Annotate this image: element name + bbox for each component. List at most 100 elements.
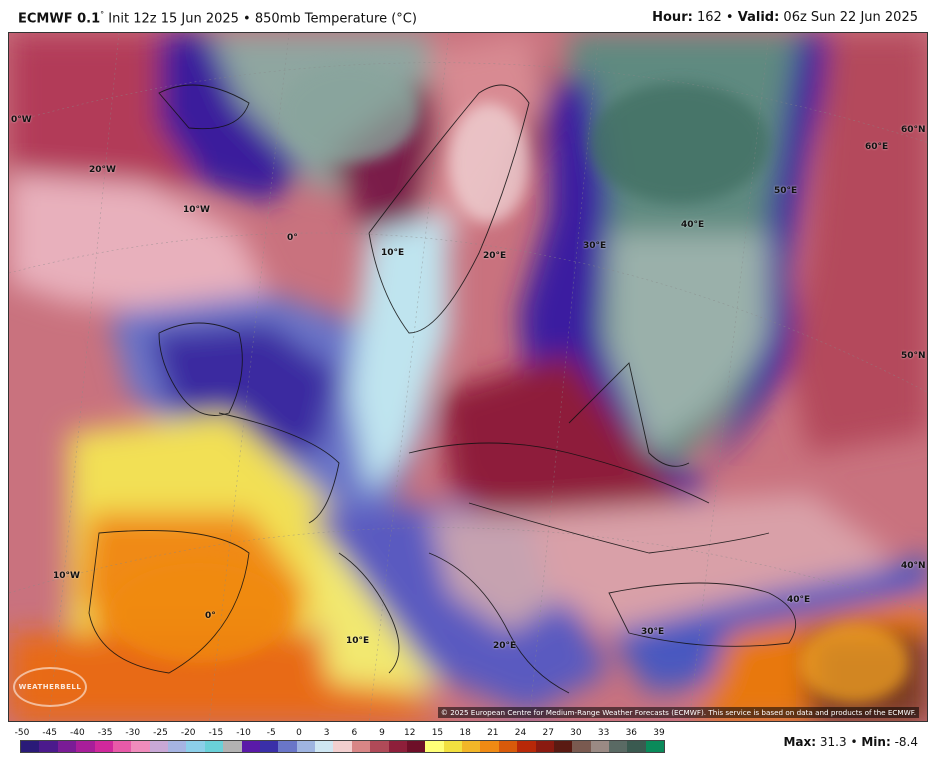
legend-tick: 9 xyxy=(379,728,385,738)
legend-swatch xyxy=(39,741,58,752)
legend-tick: -5 xyxy=(266,728,276,738)
legend-swatch xyxy=(241,741,260,752)
degree-mark: ° xyxy=(100,10,105,19)
legend-swatch xyxy=(278,741,297,752)
legend-tick: 15 xyxy=(431,728,444,738)
legend-colorbar xyxy=(20,740,665,753)
legend-tick: 3 xyxy=(323,728,330,738)
hour-value: 162 xyxy=(696,10,722,25)
lon-label-20e-south: 20°E xyxy=(493,641,517,651)
valid-label: Valid: xyxy=(737,10,780,25)
legend-swatch xyxy=(627,741,646,752)
legend-swatch xyxy=(333,741,352,752)
legend-swatch xyxy=(388,741,407,752)
lat-label-50n: 50°N xyxy=(901,351,926,361)
legend-swatch xyxy=(21,741,40,752)
lon-label-0w-edge: 0°W xyxy=(11,115,32,125)
legend-tick: -35 xyxy=(97,728,113,738)
copyright-notice: © 2025 European Centre for Medium-Range … xyxy=(437,707,919,718)
legend-swatch xyxy=(186,741,205,752)
legend-tick: 21 xyxy=(487,728,499,738)
init-time: Init 12z 15 Jun 2025 xyxy=(108,11,239,27)
legend-swatch xyxy=(425,741,444,752)
legend-swatch xyxy=(443,741,462,752)
legend-tick: 33 xyxy=(597,728,610,738)
weatherbell-logo: WEATHERBELL xyxy=(13,667,87,707)
max-label: Max: xyxy=(783,735,817,749)
legend-tick: -50 xyxy=(14,728,30,738)
legend-swatch xyxy=(406,741,426,752)
legend-tick: 12 xyxy=(404,728,416,738)
legend-tick: 27 xyxy=(542,728,554,738)
lon-label-20e-north: 20°E xyxy=(483,251,507,261)
map-field xyxy=(9,33,927,721)
legend-swatch xyxy=(259,741,279,752)
legend-swatch xyxy=(112,741,132,752)
legend-swatch xyxy=(572,741,591,752)
legend-swatch xyxy=(462,741,481,752)
legend-swatch xyxy=(517,741,536,752)
lon-label-40e: 40°E xyxy=(681,220,705,230)
lon-label-10e-south: 10°E xyxy=(346,636,370,646)
legend-tick: 18 xyxy=(459,728,471,738)
lon-label-30e-south: 30°E xyxy=(641,627,665,637)
legend-swatch xyxy=(57,741,77,752)
stats-separator: • xyxy=(850,735,858,749)
valid-separator: • xyxy=(725,10,734,25)
legend-swatch xyxy=(498,741,518,752)
temperature-map[interactable]: 0°W 20°W 10°W 0° 10°E 20°E 30°E 40°E 50°… xyxy=(8,32,928,722)
legend-tick: -15 xyxy=(208,728,224,738)
legend-swatch xyxy=(223,741,242,752)
legend-swatch xyxy=(315,741,334,752)
lon-label-10w-south: 10°W xyxy=(53,571,80,581)
valid-value: 06z Sun 22 Jun 2025 xyxy=(783,10,918,25)
lon-label-10w-north: 10°W xyxy=(183,205,210,215)
header: ECMWF 0.1° Init 12z 15 Jun 2025 • 850mb … xyxy=(0,0,935,32)
legend-swatch xyxy=(94,741,113,752)
legend-tick: -20 xyxy=(180,728,196,738)
legend-tick: -25 xyxy=(153,728,168,738)
legend-tick: 24 xyxy=(514,728,527,738)
lon-label-10e-north: 10°E xyxy=(381,248,405,258)
legend-tick: 6 xyxy=(351,728,358,738)
legend-swatch xyxy=(204,741,224,752)
field-stats: Max: 31.3 • Min: -8.4 xyxy=(783,735,918,749)
legend-tick: -40 xyxy=(70,728,85,738)
hour-label: Hour: xyxy=(652,10,693,25)
lon-label-50e: 50°E xyxy=(774,186,798,196)
model-name: ECMWF 0.1 xyxy=(18,11,101,27)
lon-label-60e: 60°E xyxy=(865,142,889,152)
lon-label-0-north: 0° xyxy=(287,233,298,243)
lon-label-30e-north: 30°E xyxy=(583,241,607,251)
legend-tick: 0 xyxy=(296,728,302,738)
legend-tick: -30 xyxy=(125,728,141,738)
valid-info: Hour: 162 • Valid: 06z Sun 22 Jun 2025 xyxy=(652,10,918,25)
min-label: Min: xyxy=(861,735,891,749)
legend-swatch xyxy=(149,741,168,752)
legend-tick: -10 xyxy=(236,728,251,738)
legend-tick: 30 xyxy=(570,728,582,738)
lat-label-40n: 40°N xyxy=(901,561,926,571)
legend-tick: -45 xyxy=(42,728,58,738)
legend-swatch xyxy=(609,741,628,752)
legend-swatch xyxy=(370,741,389,752)
min-value: -8.4 xyxy=(894,735,918,749)
title: ECMWF 0.1° Init 12z 15 Jun 2025 • 850mb … xyxy=(18,10,417,26)
legend-swatch xyxy=(131,741,150,752)
max-value: 31.3 xyxy=(819,735,847,749)
legend-swatch xyxy=(645,741,665,752)
title-separator: • xyxy=(243,11,251,27)
legend-swatch xyxy=(553,741,573,752)
legend-swatch xyxy=(535,741,554,752)
lon-label-20w: 20°W xyxy=(89,165,116,175)
legend-swatch xyxy=(76,741,95,752)
lon-label-0-south: 0° xyxy=(205,611,216,621)
legend-tick: 39 xyxy=(653,728,665,738)
legend-tick: 36 xyxy=(625,728,638,738)
legend-swatch xyxy=(590,741,609,752)
lat-label-60n: 60°N xyxy=(901,125,926,135)
legend-swatch xyxy=(351,741,371,752)
color-legend: -50 -45 -40 -35 -30 -25 -20 -15 -10 -5 0 3 6 9 12 15 18 2… xyxy=(15,728,665,756)
legend-swatch xyxy=(480,741,499,752)
legend-swatch xyxy=(168,741,187,752)
